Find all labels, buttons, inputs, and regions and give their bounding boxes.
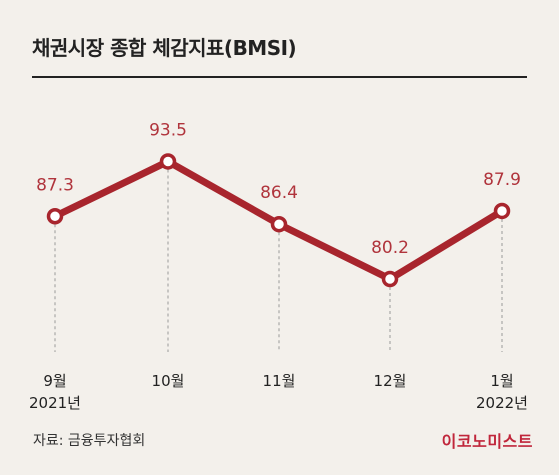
brand-logo: 이코노미스트: [441, 432, 533, 451]
x-tick-label-4: 1월: [490, 372, 513, 390]
x-tick-year-0: 2021년: [29, 394, 81, 412]
data-point-3: [381, 270, 399, 288]
x-tick-label-1: 10월: [152, 372, 185, 390]
x-tick-label-2: 11월: [263, 372, 296, 390]
chart-title: 채권시장 종합 체감지표(BMSI): [32, 36, 297, 60]
data-label-4: 87.9: [483, 170, 521, 190]
data-point-0: [46, 208, 64, 225]
data-point-4: [493, 202, 511, 220]
data-point-2: [270, 215, 288, 233]
source-note: 자료: 금융투자협회: [33, 433, 146, 449]
x-tick-label-0: 9월: [43, 372, 66, 390]
title-divider: [32, 76, 527, 78]
data-label-0: 87.3: [36, 175, 74, 195]
x-tick-year-4: 2022년: [476, 394, 528, 412]
data-point-1: [159, 153, 177, 170]
data-label-3: 80.2: [371, 238, 409, 258]
x-tick-label-3: 12월: [374, 372, 407, 390]
data-label-1: 93.5: [149, 120, 187, 140]
data-label-2: 86.4: [260, 183, 298, 203]
